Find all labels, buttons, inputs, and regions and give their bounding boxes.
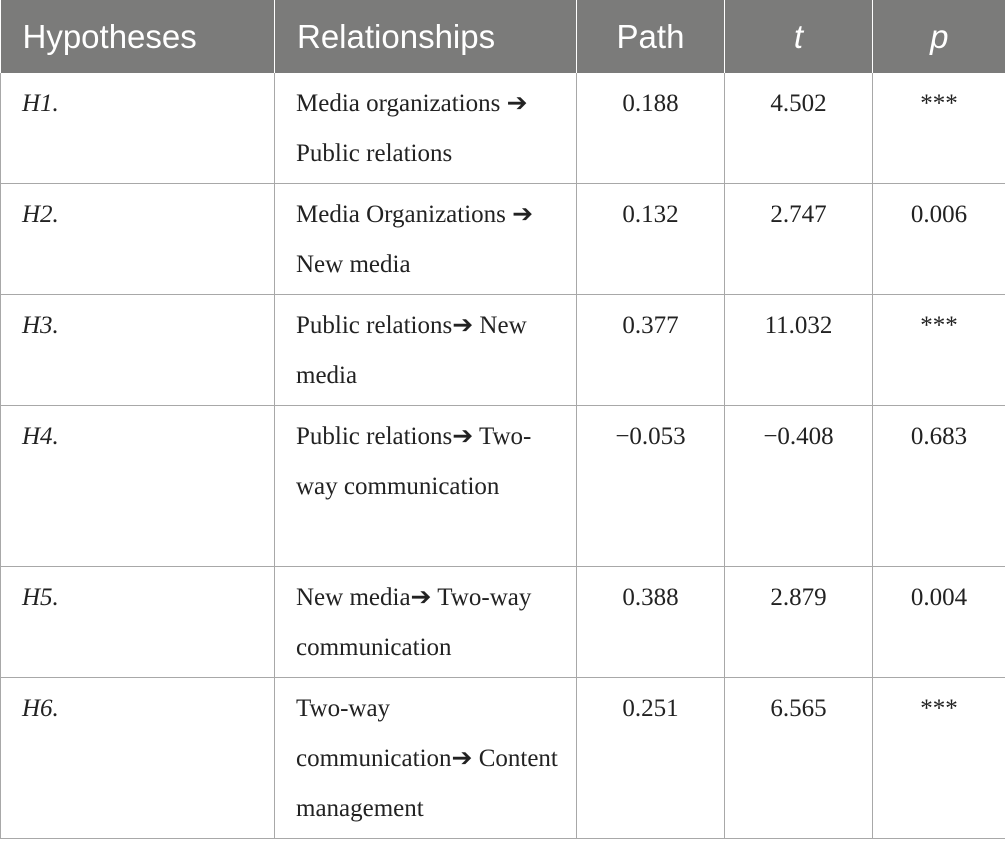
hypothesis-cell: H1. [0, 73, 275, 184]
relationship-cell: Two-way communication➔ Content managemen… [274, 677, 577, 839]
path-cell: −0.053 [576, 405, 725, 567]
header-hypotheses: Hypotheses [0, 0, 275, 73]
path-cell: 0.188 [576, 73, 725, 184]
t-cell: 4.502 [724, 73, 873, 184]
table-row: H1. Media organizations ➔ Public relatio… [0, 73, 1005, 184]
path-cell: 0.377 [576, 294, 725, 406]
t-cell: 11.032 [724, 294, 873, 406]
relationship-cell: New media➔ Two-way communication [274, 566, 577, 678]
relationship-cell: Public relations➔ New media [274, 294, 577, 406]
relationship-cell: Media organizations ➔ Public relations [274, 73, 577, 184]
path-cell: 0.132 [576, 183, 725, 295]
t-cell: −0.408 [724, 405, 873, 567]
p-cell: 0.683 [872, 405, 1005, 567]
p-cell: *** [872, 73, 1005, 184]
t-cell: 2.747 [724, 183, 873, 295]
table-row: H6. Two-way communication➔ Content manag… [0, 677, 1005, 839]
table-row: H4. Public relations➔ Two-way communicat… [0, 405, 1005, 567]
p-cell: 0.004 [872, 566, 1005, 678]
hypothesis-cell: H3. [0, 294, 275, 406]
header-row: Hypotheses Relationships Path t p [0, 0, 1005, 73]
table-body: H1. Media organizations ➔ Public relatio… [0, 73, 1005, 839]
header-relationships: Relationships [274, 0, 577, 73]
hypothesis-cell: H2. [0, 183, 275, 295]
relationship-cell: Media Organizations ➔ New media [274, 183, 577, 295]
header-t: t [724, 0, 873, 73]
table-header: Hypotheses Relationships Path t p [0, 0, 1005, 73]
p-cell: *** [872, 677, 1005, 839]
path-cell: 0.388 [576, 566, 725, 678]
relationship-cell: Public relations➔ Two-way communication [274, 405, 577, 567]
table-row: H2. Media Organizations ➔ New media 0.13… [0, 183, 1005, 295]
hypothesis-cell: H4. [0, 405, 275, 567]
p-cell: *** [872, 294, 1005, 406]
table-row: H5. New media➔ Two-way communication 0.3… [0, 566, 1005, 678]
p-cell: 0.006 [872, 183, 1005, 295]
t-cell: 6.565 [724, 677, 873, 839]
header-path: Path [576, 0, 725, 73]
header-p: p [872, 0, 1005, 73]
hypothesis-cell: H6. [0, 677, 275, 839]
hypotheses-table: Hypotheses Relationships Path t p H1. Me… [0, 0, 1005, 839]
table-row: H3. Public relations➔ New media 0.377 11… [0, 294, 1005, 406]
path-cell: 0.251 [576, 677, 725, 839]
hypothesis-cell: H5. [0, 566, 275, 678]
t-cell: 2.879 [724, 566, 873, 678]
